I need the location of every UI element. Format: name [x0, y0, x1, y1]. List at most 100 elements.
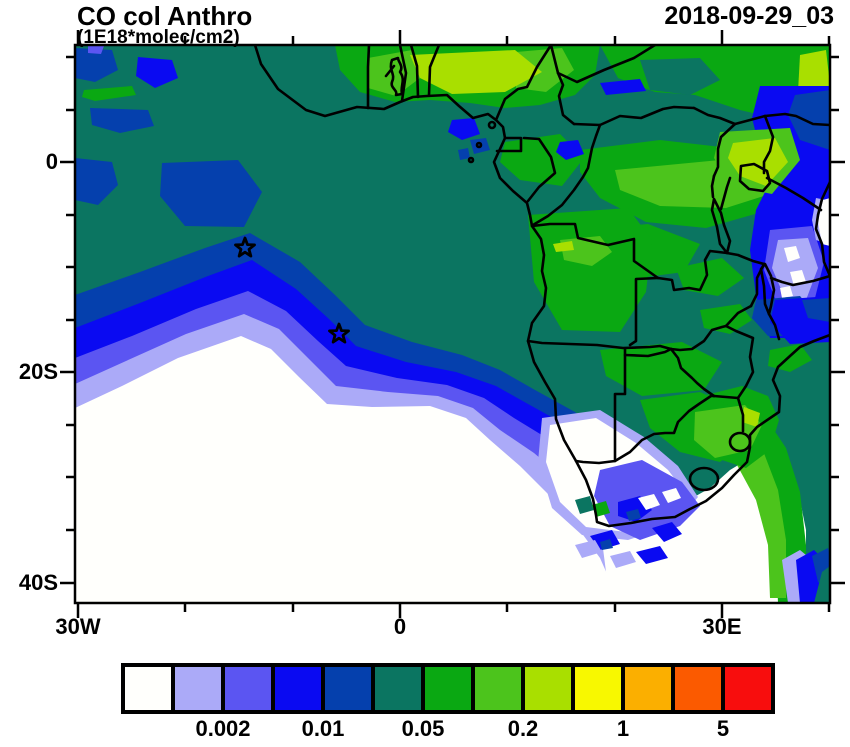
- contour-region: [160, 160, 262, 227]
- map-frame: [73, 43, 832, 605]
- colorbar-cell: [373, 665, 423, 712]
- plot-date-label: 2018-09-29_03: [664, 2, 834, 30]
- contour-region: [88, 46, 104, 54]
- y-tick-label: 20S: [18, 359, 58, 384]
- colorbar-tick-label: 0.002: [195, 716, 251, 741]
- star-marker-2: [328, 322, 350, 344]
- contour-region: [526, 339, 673, 351]
- contour-region: [638, 494, 660, 510]
- colorbar-cell: [273, 665, 323, 712]
- colorbar-tick-label: 0.01: [301, 716, 345, 741]
- contour-region: [410, 50, 542, 94]
- coastline-east-africa: [814, 180, 830, 278]
- contour-region: [788, 90, 830, 150]
- contour-region: [725, 251, 766, 266]
- contour-region: [710, 174, 716, 199]
- contour-region: [712, 394, 740, 400]
- colorbar-cell: [323, 665, 373, 712]
- contour-region: [733, 112, 830, 127]
- contour-region: [575, 496, 594, 514]
- contour-region: [767, 312, 781, 341]
- x-tick-label: 0: [393, 614, 407, 639]
- contour-region: [772, 238, 818, 300]
- colorbar-cell: [123, 665, 173, 712]
- colorbar-cell: [223, 665, 273, 712]
- contour-region: [530, 222, 660, 280]
- x-tick-label: 30E: [702, 614, 742, 639]
- contour-region: [90, 108, 154, 133]
- axis-ticks: [60, 30, 845, 618]
- contour-region: [575, 540, 602, 558]
- island-bioko: [487, 120, 497, 130]
- contour-region: [82, 86, 136, 101]
- island-principe: [475, 141, 483, 149]
- x-tick-label: 30W: [55, 614, 101, 639]
- contour-region: [528, 208, 652, 332]
- contour-region: [409, 45, 420, 99]
- contour-region: [495, 136, 523, 153]
- contour-region: [636, 546, 668, 564]
- colorbar-tick-label: 5: [716, 716, 730, 741]
- contour-region: [398, 45, 408, 103]
- contour-region: [742, 407, 760, 427]
- contour-region: [75, 158, 118, 205]
- contour-region: [669, 347, 716, 398]
- colorbar-cell: [173, 665, 223, 712]
- contour-region: [628, 276, 660, 347]
- contour-region: [676, 258, 744, 296]
- contour-region: [765, 176, 823, 212]
- colorbar-tick-label: 1: [616, 716, 630, 741]
- colorbar-cell: [523, 665, 573, 712]
- contour-region: [662, 488, 681, 503]
- contour-region: [531, 123, 602, 227]
- contour-region: [656, 249, 729, 292]
- contour-region: [75, 48, 118, 82]
- contour-region: [692, 106, 737, 126]
- colorbar-cell: [623, 665, 673, 712]
- contour-region: [600, 79, 646, 95]
- contour-region: [427, 45, 441, 97]
- contour-region: [458, 148, 470, 160]
- contour-region: [494, 45, 553, 122]
- colorbar-cell: [423, 665, 473, 712]
- contour-region: [600, 539, 613, 550]
- lesotho-border: [688, 466, 720, 492]
- contour-region: [762, 114, 775, 175]
- contour-region: [802, 298, 830, 322]
- colorbar-cell: [573, 665, 623, 712]
- plot-title: CO col Anthro: [77, 1, 253, 31]
- contour-region: [613, 394, 716, 463]
- contour-region: [366, 45, 371, 110]
- contour-region: [556, 45, 657, 84]
- contour-region: [75, 336, 616, 603]
- contour-region: [784, 246, 800, 262]
- contour-region: [652, 522, 682, 542]
- colorbar-tick-label: 0.2: [507, 716, 539, 741]
- contour-region: [728, 138, 788, 186]
- contour-region: [136, 57, 178, 88]
- contour-region: [368, 50, 420, 96]
- contour-region: [522, 136, 557, 203]
- contour-region: [719, 176, 732, 211]
- contour-region: [610, 551, 636, 568]
- contour-region: [553, 241, 574, 252]
- contour-region: [736, 396, 745, 433]
- country-borders: [253, 45, 830, 528]
- contour-region: [556, 140, 584, 160]
- contour-region: [749, 262, 766, 308]
- contour-region: [640, 58, 720, 95]
- y-tick-label: 0: [45, 149, 58, 174]
- contour-region: [712, 122, 737, 178]
- y-tick-label: 40S: [18, 570, 58, 595]
- contour-fill-layers: [75, 45, 830, 603]
- contour-region: [769, 274, 830, 287]
- colorbar-cell: [723, 665, 773, 712]
- contour-region: [724, 304, 753, 328]
- contour-region: [549, 45, 576, 126]
- colorbar-cell: [673, 665, 723, 712]
- colorbar-cell: [473, 665, 523, 712]
- eswatini-border: [728, 431, 752, 453]
- colorbar-tick-label: 0.05: [401, 716, 445, 741]
